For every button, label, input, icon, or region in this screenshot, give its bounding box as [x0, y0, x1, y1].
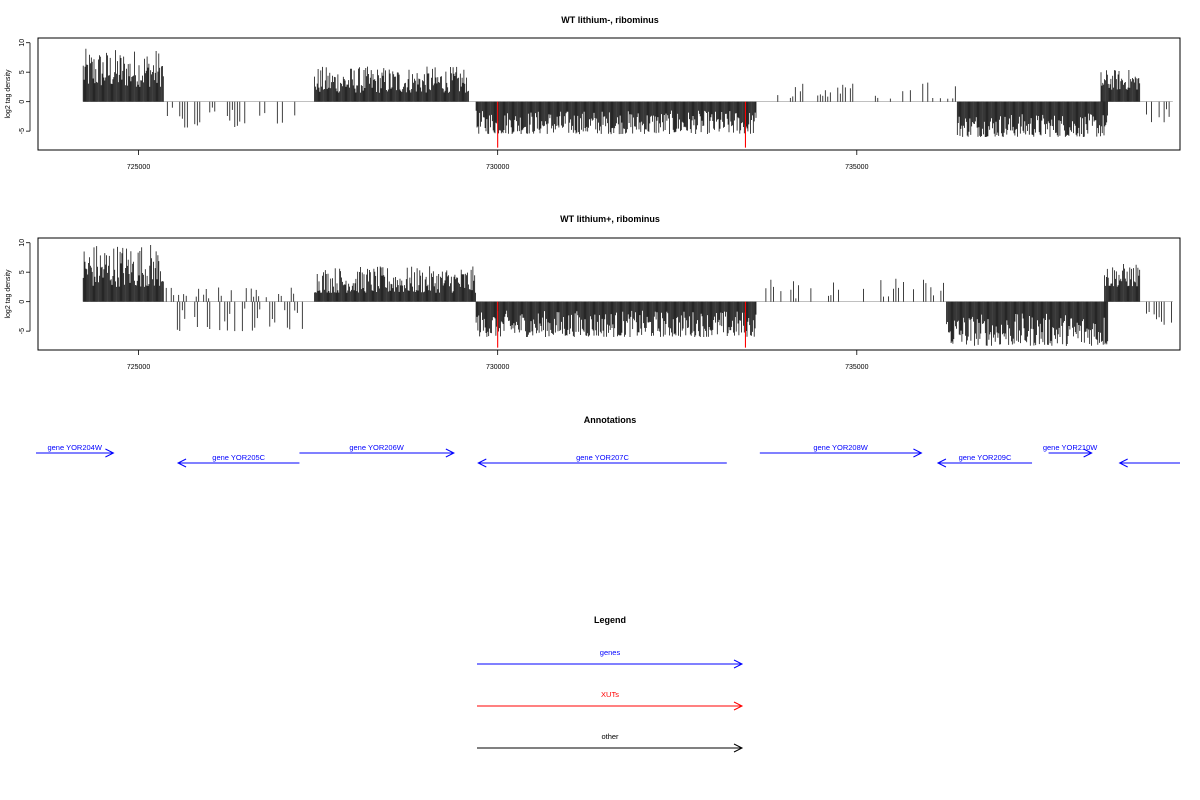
panel-title: WT lithium-, ribominus — [561, 15, 659, 25]
legend-label: genes — [600, 648, 621, 657]
gene-arrow — [936, 458, 1033, 468]
y-tick-label: -5 — [19, 328, 26, 334]
y-axis-label: log2 tag density — [5, 269, 12, 319]
y-tick-label: 10 — [19, 39, 26, 47]
x-tick-label: 725000 — [127, 164, 150, 171]
y-tick-label: 0 — [19, 100, 26, 104]
y-tick-label: 5 — [19, 70, 26, 74]
x-tick-label: 735000 — [845, 164, 868, 171]
density-panel-1: WT lithium-, ribominus -5 0 5 10 log2 tag den… — [5, 15, 1181, 171]
gene-arrow — [176, 458, 300, 468]
density-panel-2: WT lithium+, ribominus -5 0 5 10 log2 tag den… — [5, 214, 1181, 371]
gene-arrow — [759, 448, 923, 458]
y-tick-label: 10 — [19, 239, 26, 247]
gene-arrow — [1118, 458, 1180, 468]
gene-arrow — [477, 458, 727, 468]
gene-label: gene YOR206W — [349, 443, 404, 452]
legend-label: XUTs — [601, 690, 619, 699]
legend-label: other — [601, 732, 619, 741]
annotations-title: Annotations — [584, 415, 637, 425]
gene-label: gene YOR207C — [576, 453, 629, 462]
gene-label: gene YOR204W — [47, 443, 102, 452]
x-tick-label: 730000 — [486, 164, 509, 171]
gene-label: gene YOR205C — [212, 453, 265, 462]
gene-label: gene YOR209C — [959, 453, 1012, 462]
gene-arrow — [1048, 448, 1093, 458]
panel-title: WT lithium+, ribominus — [560, 214, 660, 224]
y-tick-label: -5 — [19, 128, 26, 134]
x-tick-label: 730000 — [486, 364, 509, 371]
density-bars — [82, 48, 1170, 137]
gene-arrow — [36, 448, 115, 458]
plot-frame — [37, 237, 1181, 351]
y-tick-label: 5 — [19, 270, 26, 274]
x-tick-label: 735000 — [845, 364, 868, 371]
gene-arrow — [299, 448, 455, 458]
legend-title: Legend — [594, 615, 626, 625]
gene-label: gene YOR210W — [1043, 443, 1098, 452]
y-axis-label: log2 tag density — [5, 69, 12, 119]
annotations-track: Annotations gene YOR204W gene YOR205C gene… — [36, 415, 1180, 468]
gene-label: gene YOR208W — [813, 443, 868, 452]
legend: Legend genes XUTs other — [477, 615, 744, 753]
x-tick-label: 725000 — [127, 364, 150, 371]
y-tick-label: 0 — [19, 300, 26, 304]
legend-arrow-xut — [477, 701, 744, 711]
density-bars — [82, 245, 1172, 346]
plot-frame — [37, 37, 1181, 151]
legend-arrow-gene — [477, 659, 744, 669]
legend-arrow-other — [477, 743, 744, 753]
